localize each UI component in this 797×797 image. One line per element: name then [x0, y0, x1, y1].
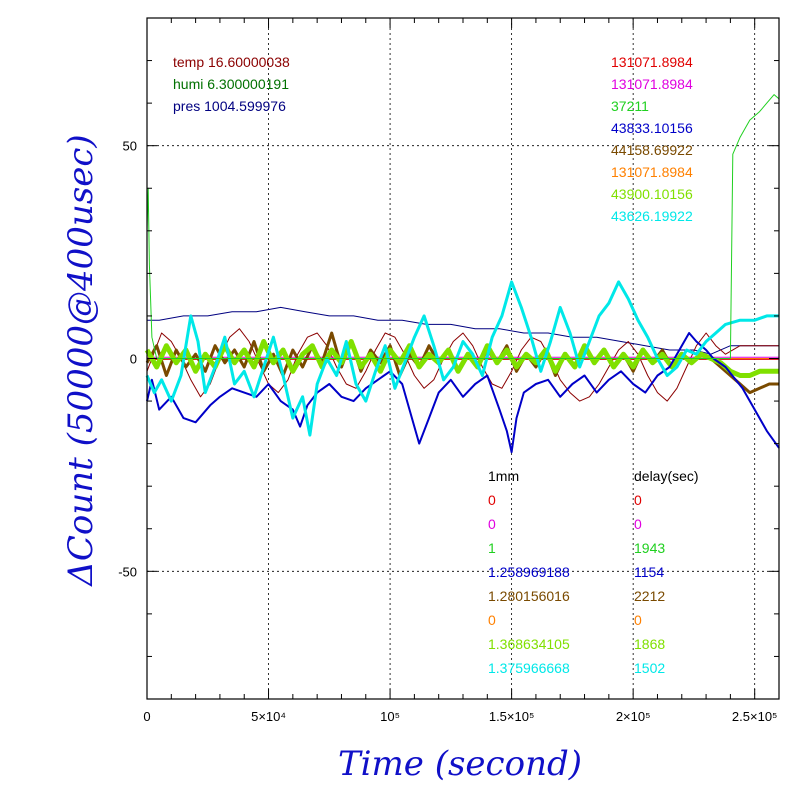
- minor-ticks: [146, 17, 780, 700]
- table-cell-delay: 1154: [634, 564, 664, 580]
- series-line: [144, 339, 779, 378]
- y-tick-label: -50: [118, 564, 137, 579]
- env-label: humi 6.300000191: [173, 76, 289, 92]
- x-tick-label: 2.5×10⁵: [732, 709, 778, 724]
- table-cell-mm: 1.375966668: [488, 660, 570, 676]
- channel-value: 131071.8984: [611, 164, 693, 180]
- table-header-mm: 1mm: [488, 468, 519, 484]
- x-tick-label: 10⁵: [380, 709, 400, 724]
- table-cell-mm: 0: [488, 612, 496, 628]
- env-label: temp 16.60000038: [173, 54, 290, 70]
- channel-value: 43900.10156: [611, 186, 693, 202]
- channel-value: 43626.19922: [611, 208, 693, 224]
- x-tick-label: 1.5×10⁵: [489, 709, 535, 724]
- y-tick-labels: 50 0 -50: [118, 139, 137, 580]
- channel-value: 131071.8984: [611, 54, 693, 70]
- channel-value: 43833.10156: [611, 120, 693, 136]
- table-cell-mm: 1.258969188: [488, 564, 570, 580]
- channel-value: 37211: [611, 98, 649, 114]
- table-cell-delay: 1868: [634, 636, 665, 652]
- x-tick-labels: 0 5×10⁴ 10⁵ 1.5×10⁵ 2×10⁵ 2.5×10⁵: [143, 709, 777, 724]
- channel-value: 44158.69922: [611, 142, 693, 158]
- table-header-delay: delay(sec): [634, 468, 699, 484]
- x-axis-title: Time (second): [338, 744, 582, 784]
- series-line: [146, 332, 780, 454]
- table-cell-mm: 0: [488, 492, 496, 508]
- table-cell-mm: 1: [488, 540, 496, 556]
- series-line: [146, 94, 780, 359]
- y-axis-title: ΔCount (50000@400usec): [61, 134, 101, 587]
- table-cell-delay: 0: [634, 612, 642, 628]
- y-tick-label: 0: [130, 352, 137, 367]
- table-cell-mm: 1.368634105: [488, 636, 570, 652]
- channel-value: 131071.8984: [611, 76, 693, 92]
- x-tick-label: 2×10⁵: [616, 709, 651, 724]
- x-tick-label: 0: [143, 709, 150, 724]
- table-cell-delay: 1502: [634, 660, 665, 676]
- table-cell-delay: 0: [634, 516, 642, 532]
- table-cell-delay: 2212: [634, 588, 665, 604]
- table-cell-delay: 0: [634, 492, 642, 508]
- x-tick-label: 5×10⁴: [251, 709, 286, 724]
- table-cell-mm: 1.280156016: [488, 588, 570, 604]
- y-tick-label: 50: [123, 139, 137, 154]
- annotations: temp 16.60000038 humi 6.300000191 pres 100…: [173, 54, 699, 676]
- series-line: [145, 280, 779, 437]
- table-cell-delay: 1943: [634, 540, 665, 556]
- series-layer: [144, 94, 780, 454]
- table-cell-mm: 0: [488, 516, 496, 532]
- env-label: pres 1004.599976: [173, 98, 286, 114]
- series-line: [147, 306, 779, 355]
